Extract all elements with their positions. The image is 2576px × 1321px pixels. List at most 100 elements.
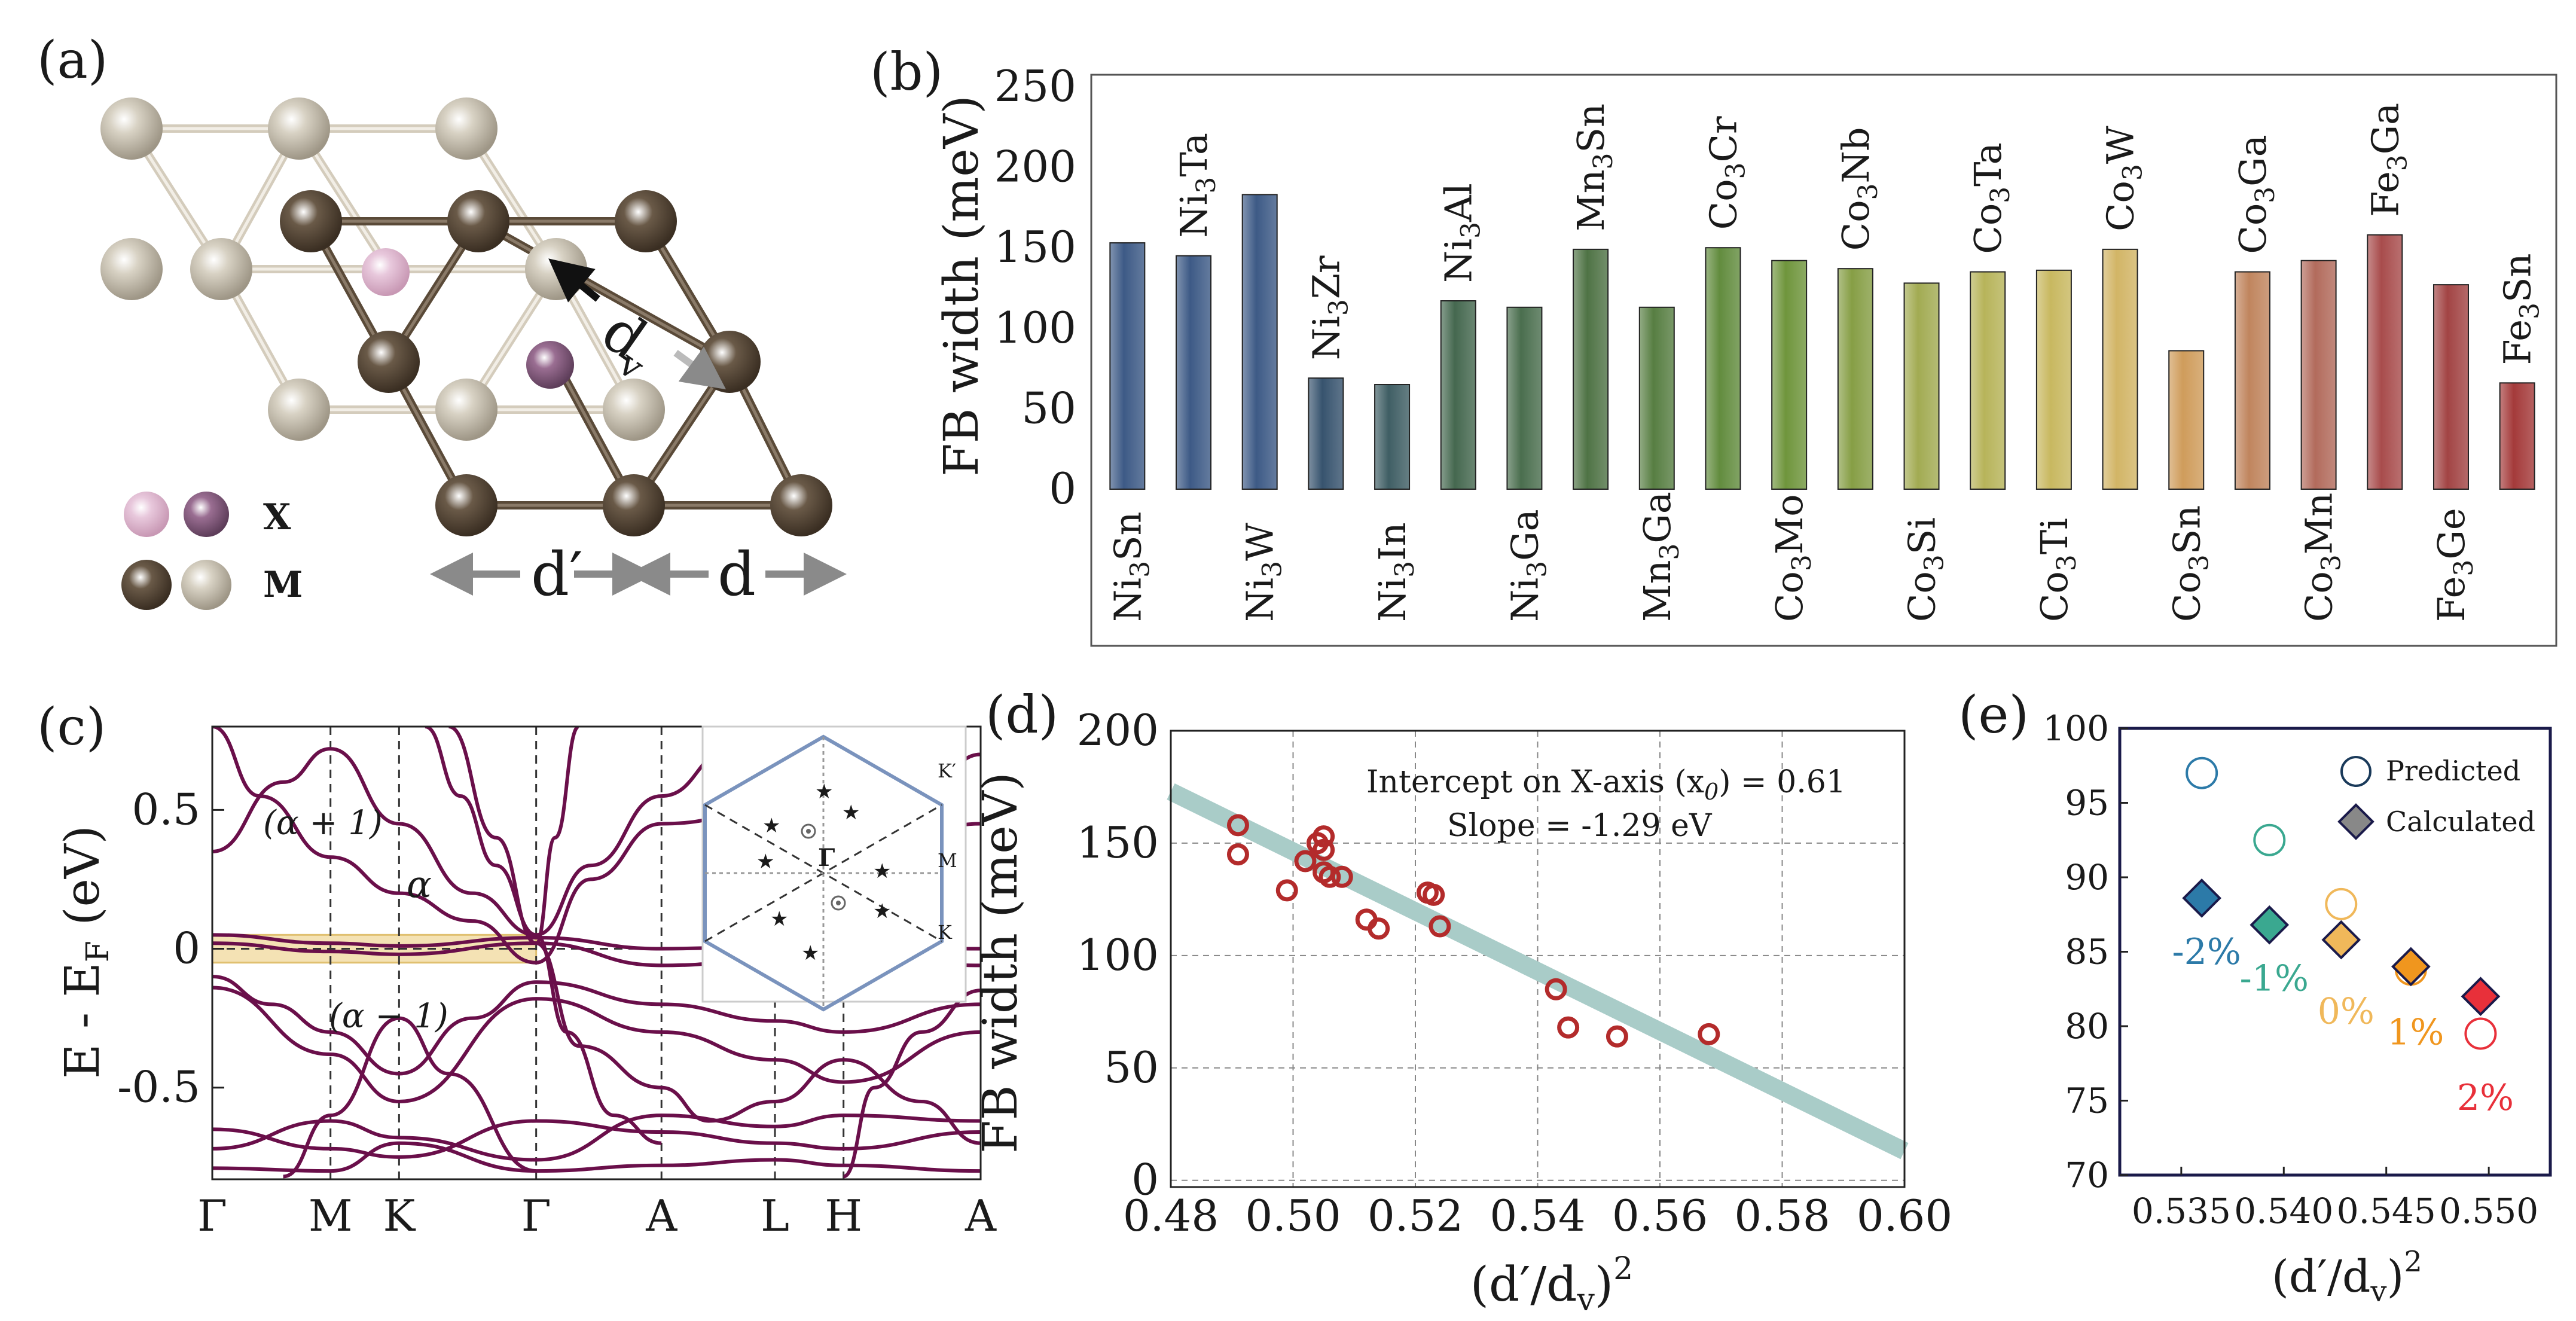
data-point [1423,883,1445,906]
panel-d-label: (d) [985,685,1058,745]
calculated-point [2461,977,2501,1017]
y-tick-label: 150 [1077,817,1159,868]
band-b11 [534,727,580,945]
bar-label-fe3sn: Fe3Sn [2496,254,2546,365]
x-tick-label: 0.52 [1368,1191,1463,1241]
m-atom-light [435,379,498,441]
band-label-alpha: α [407,862,432,906]
bar-label-co3ga: Co3Ga [2231,135,2281,254]
bar-label-ni3al: Ni3Al [1437,183,1487,283]
m-atom-light [268,97,330,160]
m-atom-light [100,238,163,300]
band-label-alpha-plus: (α + 1) [263,804,383,843]
dv-arrow-start [548,258,600,303]
strain-label: 1% [2387,1011,2444,1053]
d-prime-label: d′ [531,539,583,609]
star-marker: ★ [815,780,833,804]
star-marker: ★ [842,801,860,825]
band-b4 [212,986,981,1103]
y-tick-label: 0.5 [132,784,200,834]
x-tick-label: 0.54 [1490,1191,1585,1241]
bands [212,727,981,1179]
x-tick-label: 0.56 [1612,1191,1708,1241]
bar-label-co3sn: Co3Sn [2165,505,2214,622]
band-label-alpha-minus: (α − 1) [329,997,448,1036]
panel-a: (a) X M d′ d d v [37,30,847,610]
bar-label-ni3ga: Ni3Ga [1503,509,1552,622]
bar-label-co3ta: Co3Ta [1966,142,2016,254]
x-tick-label: 0.60 [1857,1191,1952,1241]
kpoint-label: H [825,1191,862,1241]
kpoint-label: L [761,1191,789,1241]
m-atom-light [525,238,587,300]
m-atom-dark [435,474,498,536]
bar-co3ga [2234,271,2270,490]
m-atom-dark [280,190,342,252]
predicted-point [2464,1017,2497,1050]
y-tick-label: 80 [2065,1006,2109,1047]
data-point [1275,879,1298,902]
x-tick-label: 0.48 [1123,1191,1219,1241]
data-point [1294,850,1317,872]
bar-fe3sn [2499,382,2535,490]
star-marker: ★ [873,899,891,923]
x-tick-label: 0.545 [2337,1191,2436,1231]
bar-fe3ge [2432,284,2469,490]
data-point [1545,978,1567,1000]
kpoint-label: A [645,1191,677,1241]
slope-annotation: Slope = -1.29 eV [1447,808,1713,844]
calculated-point [2250,905,2290,945]
d-label: d [718,539,756,609]
legend-predicted-marker [2340,756,2371,787]
panel-e-label: (e) [1958,685,2029,745]
m-atom-dark [770,474,832,536]
bar-label-co3mn: Co3Mn [2297,493,2347,622]
panel-c: (c) 0.50-0.5Γ M K Γ A L H AE - EF (eV) (α + 1) … [37,697,997,1241]
data-point [1557,1016,1580,1039]
x-axis-label: (d′/dv)2 [1470,1251,1633,1318]
calculated-point [2321,920,2361,960]
lattice-bond-highlight [477,219,731,364]
panel-c-label: (c) [37,697,106,757]
bz-star-markers: ★ ★ ★ ★ ★ ★ ★ ★ [756,780,891,965]
panel-a-label: (a) [37,30,108,90]
legend-m-dark-atom [121,560,172,610]
calculated-point [2391,947,2431,987]
data-point [1429,915,1451,938]
data-point [1318,865,1341,888]
m-atom-dark [698,331,761,393]
bar-label-ni3zr: Ni3Zr [1304,255,1354,360]
bz-k-point-2 [831,895,846,911]
panel-d: (d) 0.48 0.50 0.52 0.54 0.56 0.58 0.60 0 50 100 15… [972,685,1952,1318]
bar-co3si [1903,282,1940,490]
kagome-lattice [100,97,847,610]
legend-x-light-atom [124,492,169,537]
bar-fe3ga [2367,234,2403,490]
x-tick-label: 0.550 [2439,1191,2538,1231]
data-point [1698,1023,1720,1045]
strain-label: -1% [2240,958,2309,1000]
bar-ni3al [1440,300,1476,490]
plot-frame [1170,730,1906,1188]
bar-co3cr [1705,247,1741,490]
bar-label-ni3ta: Ni3Ta [1172,133,1222,238]
x-tick-label: 0.50 [1245,1191,1341,1241]
x-tick-label: 0.535 [2132,1191,2231,1231]
bz-kprime-label: K′ [938,759,956,782]
bar-label-co3nb: Co3Nb [1834,127,1884,251]
x-atom-light [362,248,410,296]
dv-arrow-end [673,346,727,390]
x-axis-label: (d′/dv)2 [2272,1245,2422,1308]
strain-label: -2% [2172,931,2241,973]
x-atom-dark [526,341,574,389]
fb-width-scatter-plot: 0.48 0.50 0.52 0.54 0.56 0.58 0.60 0 50 100 150 200… [972,705,1952,1318]
y-axis-label: E - EF (eV) [54,825,116,1079]
bar-mn3ga [1638,306,1675,490]
panel-b-frame [1090,74,2557,647]
data-point [1313,825,1335,848]
dv-label: d v [590,297,659,389]
bar-co3mn [2300,260,2337,490]
bar-co3ta [1970,271,2006,490]
bar-label-mn3ga: Mn3Ga [1635,492,1685,622]
predicted-point [2186,756,2218,789]
